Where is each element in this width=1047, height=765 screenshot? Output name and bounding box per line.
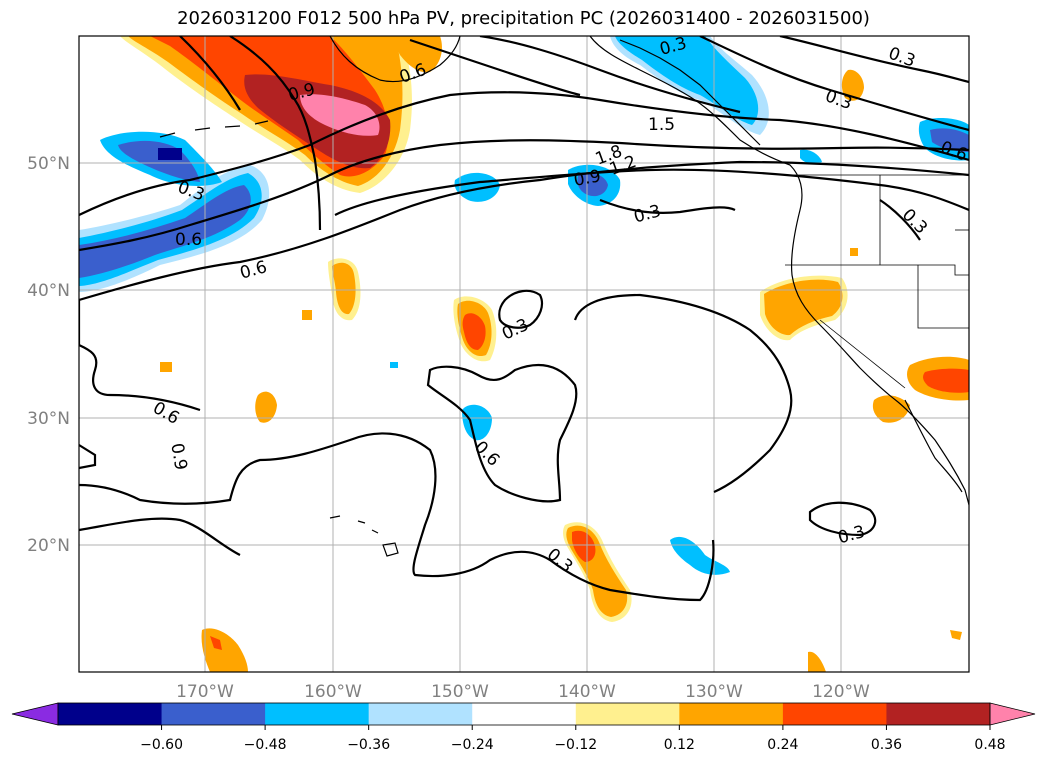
colorbar-cell bbox=[472, 703, 577, 725]
contour-label: 0.9 bbox=[572, 166, 602, 190]
contour-label: 1.5 bbox=[648, 115, 675, 135]
colorbar-frame bbox=[57, 702, 991, 726]
colorbar-cell bbox=[161, 703, 266, 725]
contour-label: 0.3 bbox=[632, 201, 663, 227]
lat-label-50n: 50°N bbox=[27, 154, 70, 174]
colorbar-tick-label: 0.36 bbox=[871, 737, 902, 753]
pv-contours bbox=[79, 36, 969, 602]
lon-label-160w: 160°W bbox=[304, 682, 362, 702]
colorbar-tick-label: 0.24 bbox=[767, 737, 798, 753]
shading-positive bbox=[120, 36, 969, 672]
lon-label-140w: 140°W bbox=[558, 682, 616, 702]
political-borders bbox=[785, 174, 969, 389]
colorbar-tick-label: −0.24 bbox=[451, 737, 494, 753]
contour-label: 0.3 bbox=[898, 205, 931, 238]
colorbar-cell bbox=[58, 703, 163, 725]
colorbar-tick-label: −0.36 bbox=[347, 737, 390, 753]
colorbar-cell bbox=[782, 703, 887, 725]
colorbar-tick-label: 0.48 bbox=[974, 737, 1005, 753]
colorbar-cell bbox=[886, 703, 991, 725]
colorbar-tick-label: −0.12 bbox=[554, 737, 597, 753]
colorbar-cell bbox=[368, 703, 473, 725]
contour-label: 0.3 bbox=[658, 33, 689, 59]
lat-label-20n: 20°N bbox=[27, 536, 70, 556]
lat-label-40n: 40°N bbox=[27, 281, 70, 301]
lon-label-170w: 170°W bbox=[176, 682, 234, 702]
contour-label: 0.3 bbox=[499, 315, 532, 345]
shading-negative bbox=[79, 36, 969, 575]
map-frame bbox=[78, 35, 970, 673]
colorbar-extend-low bbox=[11, 702, 59, 726]
lon-label-120w: 120°W bbox=[812, 682, 870, 702]
contour-label: 0.3 bbox=[886, 44, 918, 72]
colorbar-extend-high bbox=[989, 702, 1036, 726]
longitude-labels: 170°W 160°W 150°W 140°W 130°W 120°W bbox=[176, 682, 870, 702]
figure-title: 2026031200 F012 500 hPa PV, precipitatio… bbox=[177, 8, 870, 29]
lon-label-150w: 150°W bbox=[431, 682, 489, 702]
colorbar-cell bbox=[575, 703, 680, 725]
latitude-labels: 50°N 40°N 30°N 20°N bbox=[27, 154, 70, 556]
colorbar-tick-label: −0.60 bbox=[140, 737, 183, 753]
colorbar-tick-label: 0.12 bbox=[664, 737, 695, 753]
lon-label-130w: 130°W bbox=[685, 682, 743, 702]
contour-label: 0.6 bbox=[175, 230, 202, 250]
lat-label-30n: 30°N bbox=[27, 409, 70, 429]
colorbar-cell bbox=[679, 703, 784, 725]
contour-label: 0.9 bbox=[166, 442, 190, 472]
colorbar: −0.60 −0.48 −0.36 −0.24 −0.12 0.12 0.24 0.36 0.4… bbox=[11, 702, 1036, 753]
colorbar-tick-label: −0.48 bbox=[244, 737, 287, 753]
map-content: 0.3 0.6 0.6 0.9 0.3 1.5 1.8 1.2 0.9 0.3 … bbox=[79, 33, 969, 672]
graticule bbox=[79, 36, 969, 672]
colorbar-cell bbox=[265, 703, 370, 725]
coastlines bbox=[159, 36, 969, 557]
